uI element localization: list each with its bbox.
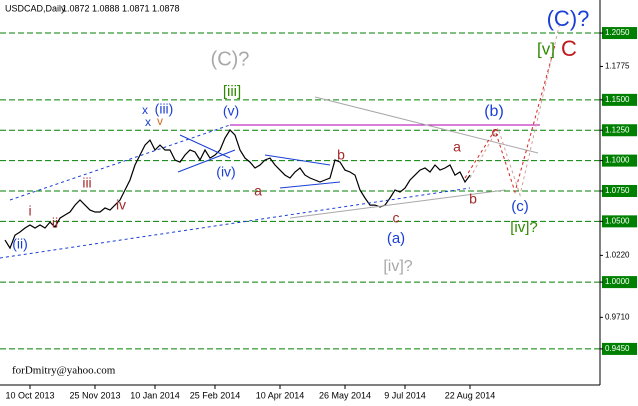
x-tick-label: 25 Nov 2013 [69,390,120,400]
triangle-line [264,154,331,166]
tick-label-bg [602,124,637,137]
annotation: b [337,147,345,163]
annotation: iii [82,175,91,191]
annotation: (c) [511,198,529,215]
annotation: iv [116,197,126,213]
annotation: [iii] [223,83,241,100]
tick-label-bg [602,93,637,106]
x-tick-label: 26 May 2014 [319,390,371,400]
annotation: (a) [387,230,405,247]
annotation: [iv]? [510,219,538,236]
tick-label-bg [602,276,637,289]
x-tick-label: 10 Oct 2013 [5,390,54,400]
annotation: [v] [537,39,555,58]
triangle-line [179,134,231,159]
annotation: (C)? [211,48,250,70]
watermark: forDmitry@yahoo.com [12,365,116,377]
y-tick-label: 0.9710 [605,312,630,321]
x-tick-label: 10 Apr 2014 [256,390,305,400]
tick-label-bg [602,154,637,167]
annotation: (C)? [547,6,590,31]
header-close: 1.0878 [152,3,180,13]
tick-label-bg [602,342,637,355]
tick-label-bg [602,184,637,197]
annotation: ii [52,215,58,231]
annotation: [iv]? [383,258,412,275]
annotation: (b) [484,103,504,120]
y-tick-label: 1.1775 [605,62,630,71]
x-tick-label: 25 Feb 2014 [190,390,241,400]
annotation: C [561,36,577,61]
annotation: i [28,203,31,219]
y-tick-label: 1.0750 [605,186,630,195]
triangle-line [177,149,236,173]
y-tick-label: 1.0000 [605,277,630,286]
tick-label-bg [602,27,637,40]
tick-label-bg [602,215,637,228]
annotations: (C)? [v] C (C)? [iii] x (iii) x v (v) (b… [12,6,589,275]
x-tick-label: 9 Jul 2014 [384,390,426,400]
annotation: a [453,139,461,155]
annotation: c [393,210,400,226]
header-open: 1.0872 [62,3,90,13]
y-tick-label: 1.0500 [605,216,630,225]
y-tick-label: 1.1500 [605,95,630,104]
y-tick-label: 1.2050 [605,28,630,37]
annotation: c [492,124,499,140]
header-high: 1.0888 [92,3,120,13]
header-low: 1.0871 [122,3,150,13]
y-tick-label: 1.1000 [605,156,630,165]
x-tick-label: 22 Aug 2014 [445,390,496,400]
annotation: x [145,115,151,129]
annotation: (v) [223,103,239,119]
channel-line [9,124,231,201]
wave-lines [0,21,561,259]
annotation: x [142,103,148,117]
y-tick-label: 1.0220 [605,250,630,259]
annotation: b [469,191,477,207]
annotation: (iv) [216,164,235,180]
triangle-line [279,181,341,189]
annotation: v [157,114,163,128]
trend-line [314,96,539,154]
y-tick-label: 1.1250 [605,125,630,134]
x-tick-label: 10 Jan 2014 [130,390,180,400]
annotation: a [254,183,262,199]
price-line [4,129,471,250]
annotation: (ii) [12,236,28,252]
y-tick-label: 0.9450 [605,344,630,353]
trend-line [289,189,506,219]
channel-line [0,187,471,259]
projection [469,21,561,197]
annotation: (iii) [155,101,174,117]
header-symbol: USDCAD,Daily [5,3,66,13]
